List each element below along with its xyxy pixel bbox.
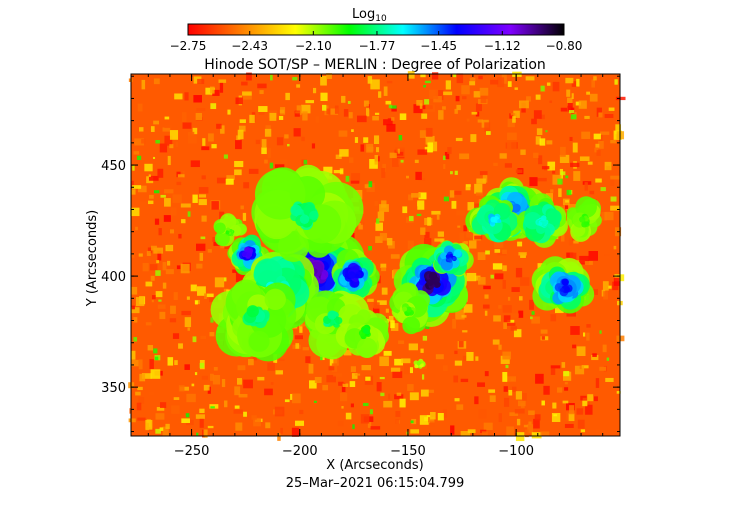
y-axis-ticks: 350 400 450 [101, 75, 620, 433]
colorbar-tick-label: −2.75 [170, 39, 207, 53]
x-axis-ticks: −250 −200 −150 −100 [147, 74, 604, 459]
y-tick-label: 450 [101, 159, 126, 174]
colorbar-tick-label: −1.45 [420, 39, 457, 53]
chart-title: Hinode SOT/SP – MERLIN : Degree of Polar… [204, 57, 546, 73]
colorbar-tick-label: −1.77 [359, 39, 396, 53]
plot-background [131, 74, 620, 436]
colorbar-tick-label: −2.10 [295, 39, 332, 53]
colorbar [187, 23, 565, 36]
x-tick-label: −250 [174, 444, 210, 459]
x-tick-label: −150 [390, 444, 426, 459]
polarization-feature [433, 240, 474, 277]
polarization-feature [413, 358, 426, 369]
polarization-features [210, 164, 602, 369]
polarization-feature [251, 164, 364, 262]
timestamp: 25–Mar–2021 06:15:04.799 [286, 476, 465, 491]
colorbar-tick-label: −0.80 [546, 39, 583, 53]
polarization-feature [335, 308, 390, 358]
y-tick-label: 350 [101, 381, 126, 396]
x-tick-label: −100 [498, 444, 534, 459]
colorbar-tick-label: −2.43 [231, 39, 268, 53]
x-tick-label: −200 [282, 444, 318, 459]
polarization-feature [389, 282, 430, 335]
plot-frame [130, 73, 621, 437]
polarization-feature [516, 193, 568, 248]
colorbar-label: Log10 [352, 7, 387, 24]
colorbar-ticks: −2.75 −2.43 −2.10 −1.77 −1.45 −1.12 −0.80 [170, 31, 583, 53]
x-axis-label: X (Arcseconds) [326, 458, 423, 473]
polarization-feature [213, 213, 248, 247]
polarization-feature [566, 196, 602, 242]
polarization-feature [210, 279, 297, 362]
y-tick-label: 400 [101, 270, 126, 285]
colorbar-tick-label: −1.12 [484, 39, 521, 53]
plot-area [128, 71, 626, 442]
polarization-feature [465, 195, 522, 243]
polarization-feature [531, 256, 595, 314]
y-axis-label: Y (Arcseconds) [85, 210, 100, 307]
